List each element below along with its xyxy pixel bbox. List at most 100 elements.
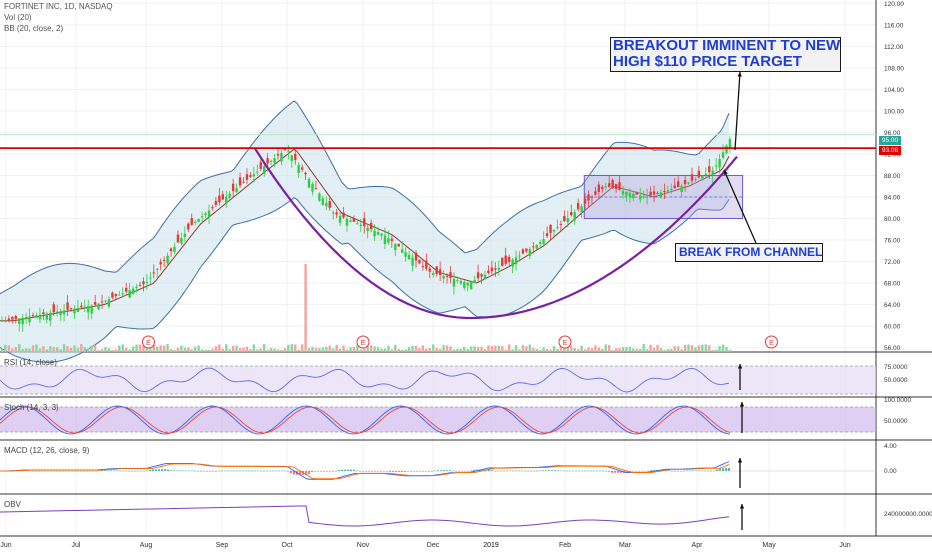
candle-body [108,299,110,307]
candle-body [625,192,627,196]
candle-body [325,203,327,206]
candle-body [436,266,438,274]
macd-histogram-bar [50,471,52,472]
volume-bar [8,345,10,352]
candle-body [408,255,410,259]
volume-bar [125,348,127,352]
volume-bar [18,344,20,352]
candle-body [342,213,344,218]
resistance-price-badge: 93.08 [879,146,901,155]
volume-bar [691,345,693,352]
macd-histogram-bar [167,470,169,471]
candle-body [615,184,617,189]
price-axis-label: 76.00 [884,238,901,245]
volume-bar [646,349,648,352]
candle-body [291,155,293,161]
candle-body [184,234,186,237]
macd-histogram-bar [134,471,136,472]
macd-histogram-bar [596,471,598,472]
volume-bar [584,349,586,352]
candle-body [215,201,217,205]
breakout-arrow-head [738,72,742,77]
macd-histogram-bar [275,471,277,472]
macd-histogram-bar [404,471,406,472]
macd-histogram-bar [35,471,37,472]
candle-body [59,311,61,315]
volume-bar [580,346,582,352]
macd-histogram-bar [650,470,652,471]
candle-body [260,162,262,169]
volume-bar [715,350,717,352]
candle-body [115,294,117,296]
candle-body [35,315,37,318]
stoch-axis-label: 50.0000 [884,418,908,425]
macd-histogram-bar [287,471,289,472]
macd-histogram-bar [56,471,58,472]
candle-body [266,158,268,163]
candle-body [701,176,703,179]
macd-histogram-bar [416,471,418,472]
volume-bar [387,346,389,352]
volume-bar [611,350,613,352]
macd-histogram-bar [356,470,358,471]
macd-histogram-bar [92,471,94,472]
macd-histogram-bar [512,471,514,472]
macd-histogram-bar [89,471,91,472]
macd-histogram-bar [176,471,178,472]
volume-bar [480,347,482,352]
volume-bar [208,350,210,352]
macd-histogram-bar [41,471,43,472]
macd-histogram-bar [344,470,346,471]
candle-body [646,197,648,198]
volume-bar [256,349,258,352]
volume-bar [229,349,231,352]
volume-bar [177,348,179,352]
macd-histogram-bar [581,471,583,472]
macd-histogram-bar [545,470,547,471]
volume-bar [246,347,248,352]
volume-bar [329,346,331,352]
macd-histogram-bar [713,471,715,472]
macd-histogram-bar [236,471,238,472]
volume-bar [339,349,341,352]
macd-histogram-bar [413,471,415,472]
candle-body [87,306,89,312]
candle-body [522,249,524,253]
volume-bar [66,346,68,352]
volume-bar [574,348,576,352]
macd-histogram-bar [257,471,259,472]
candle-body [263,166,265,174]
candle-body [729,139,731,147]
volume-bar [463,347,465,352]
volume-bar [194,347,196,352]
candle-body [391,239,393,241]
candle-body [356,223,358,224]
macd-histogram-bar [563,471,565,472]
macd-histogram-bar [68,471,70,472]
volume-bar [135,345,137,352]
volume-bar [204,350,206,352]
macd-histogram-bar [374,471,376,472]
macd-histogram-bar [503,471,505,472]
candle-body [411,258,413,266]
candle-body [680,186,682,192]
candle-body [636,192,638,194]
volume-bar [291,344,293,352]
volume-bar [722,345,724,352]
price-channel-box [584,175,742,218]
candle-body [722,152,724,157]
volume-bar [173,350,175,352]
volume-bar [643,344,645,352]
macd-histogram-bar [536,471,538,472]
candle-body [25,317,27,318]
candle-body [446,276,448,277]
candle-body [204,213,206,215]
macd-histogram-bar [638,471,640,472]
macd-histogram-bar [71,471,73,472]
macd-histogram-bar [101,471,103,472]
volume-bar [429,348,431,352]
candle-body [246,174,248,180]
macd-histogram-bar [110,470,112,471]
macd-histogram-bar [227,471,229,472]
price-axis-label: 100.00 [884,108,904,115]
